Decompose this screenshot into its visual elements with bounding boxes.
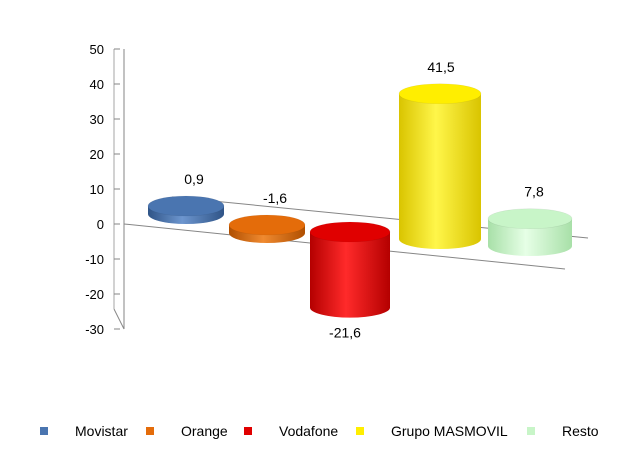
y-axis-ticks: 50 40 30 20 10 0 -10 -20 -30 bbox=[85, 42, 120, 337]
legend-swatch bbox=[40, 427, 48, 435]
legend-swatch bbox=[244, 427, 252, 435]
legend-item-resto: Resto bbox=[527, 420, 599, 442]
legend-item-vodafone: Vodafone bbox=[244, 420, 338, 442]
data-labels: 0,9 -1,6 -21,6 41,5 7,8 bbox=[184, 59, 544, 341]
bar-top bbox=[309, 221, 391, 243]
y-tick-label: -30 bbox=[85, 322, 104, 337]
legend-item-orange: Orange bbox=[146, 420, 228, 442]
y-tick-label: 0 bbox=[97, 217, 104, 232]
data-label-movistar: 0,9 bbox=[184, 171, 204, 187]
data-label-resto: 7,8 bbox=[524, 184, 544, 200]
legend-item-grupo-masmovil: Grupo MASMOVIL bbox=[356, 420, 508, 442]
legend-label: Orange bbox=[181, 423, 228, 439]
bar-top bbox=[228, 214, 306, 236]
y-tick-label: 10 bbox=[90, 182, 104, 197]
legend-label: Resto bbox=[562, 423, 599, 439]
bar-body bbox=[488, 218, 572, 256]
y-tick-label: 40 bbox=[90, 77, 104, 92]
data-label-orange: -1,6 bbox=[263, 190, 287, 206]
legend-label: Grupo MASMOVIL bbox=[391, 423, 508, 439]
bar-resto bbox=[487, 208, 573, 256]
legend-swatch bbox=[356, 427, 364, 435]
bar-body bbox=[310, 232, 390, 318]
bar-top bbox=[398, 83, 482, 105]
legend-swatch bbox=[146, 427, 154, 435]
y-tick-label: 20 bbox=[90, 147, 104, 162]
y-axis-foot bbox=[113, 308, 125, 330]
y-tick-label: 30 bbox=[90, 112, 104, 127]
data-label-grupo-masmovil: 41,5 bbox=[427, 59, 454, 75]
y-tick-label: -10 bbox=[85, 252, 104, 267]
bar-body bbox=[399, 93, 481, 249]
bar-grupo-masmovil bbox=[398, 83, 482, 249]
bar-top bbox=[147, 195, 225, 217]
bar-top bbox=[487, 208, 573, 229]
legend-label: Vodafone bbox=[279, 423, 339, 439]
chart-bars bbox=[147, 83, 573, 318]
legend-label: Movistar bbox=[75, 423, 128, 439]
legend-swatch bbox=[527, 427, 535, 435]
bar-movistar bbox=[147, 195, 225, 224]
bar-orange bbox=[228, 214, 306, 243]
chart-legend: Movistar Orange Vodafone Grupo MASMOVIL Rest… bbox=[0, 420, 637, 442]
data-label-vodafone: -21,6 bbox=[329, 325, 361, 341]
y-tick-label: -20 bbox=[85, 287, 104, 302]
legend-item-movistar: Movistar bbox=[40, 420, 128, 442]
bar-vodafone bbox=[309, 221, 391, 318]
y-tick-label: 50 bbox=[90, 42, 104, 57]
